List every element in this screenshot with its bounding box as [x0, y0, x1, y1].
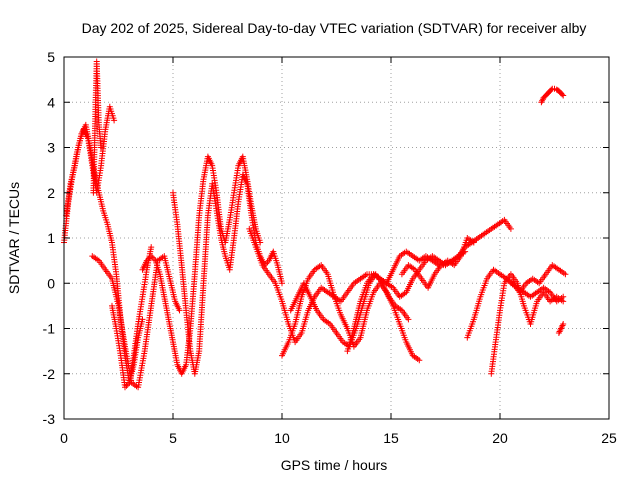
- series-track-12: [398, 235, 477, 291]
- y-tick-label: -1: [43, 321, 56, 337]
- x-tick-label: 25: [601, 430, 617, 446]
- series-track-17: [555, 321, 567, 336]
- y-tick-label: -3: [43, 411, 56, 427]
- series-track-14: [488, 271, 567, 377]
- x-axis-label: GPS time / hours: [281, 457, 388, 473]
- series-track-16: [538, 85, 567, 106]
- plus-markers: [488, 271, 567, 377]
- data-points: [61, 58, 569, 391]
- plus-markers: [63, 103, 118, 219]
- x-tick-label: 10: [274, 430, 290, 446]
- axis-ticks: 0 5 10 15 20 25 -3 -2 -1 0 1 2 3 4 5: [43, 49, 617, 446]
- chart-title: Day 202 of 2025, Sidereal Day-to-day VTE…: [82, 20, 587, 36]
- x-tick-label: 15: [383, 430, 399, 446]
- plus-markers: [507, 280, 567, 305]
- y-tick-label: -2: [43, 366, 56, 382]
- x-tick-label: 5: [169, 430, 177, 446]
- y-tick-label: 4: [47, 94, 55, 110]
- plus-markers: [90, 58, 105, 196]
- series-track-3: [90, 58, 105, 196]
- y-tick-label: 5: [47, 49, 55, 65]
- plus-markers: [109, 244, 155, 391]
- y-tick-label: 3: [47, 140, 55, 156]
- plus-markers: [139, 153, 264, 377]
- y-tick-label: 0: [47, 275, 55, 291]
- grid-lines: [64, 57, 609, 419]
- x-tick-label: 20: [492, 430, 508, 446]
- series-track-15: [507, 280, 567, 305]
- plus-markers: [398, 235, 477, 291]
- series-track-11: [344, 216, 514, 355]
- series-track-5: [109, 244, 155, 391]
- y-axis-label: SDTVAR / TECUs: [6, 182, 22, 294]
- plus-markers: [344, 216, 514, 355]
- y-tick-label: 2: [47, 185, 55, 201]
- x-tick-label: 0: [60, 430, 68, 446]
- plus-markers: [538, 85, 567, 106]
- plus-markers: [555, 321, 567, 336]
- series-track-2: [63, 103, 118, 219]
- series-track-6: [139, 153, 264, 377]
- y-tick-label: 1: [47, 230, 55, 246]
